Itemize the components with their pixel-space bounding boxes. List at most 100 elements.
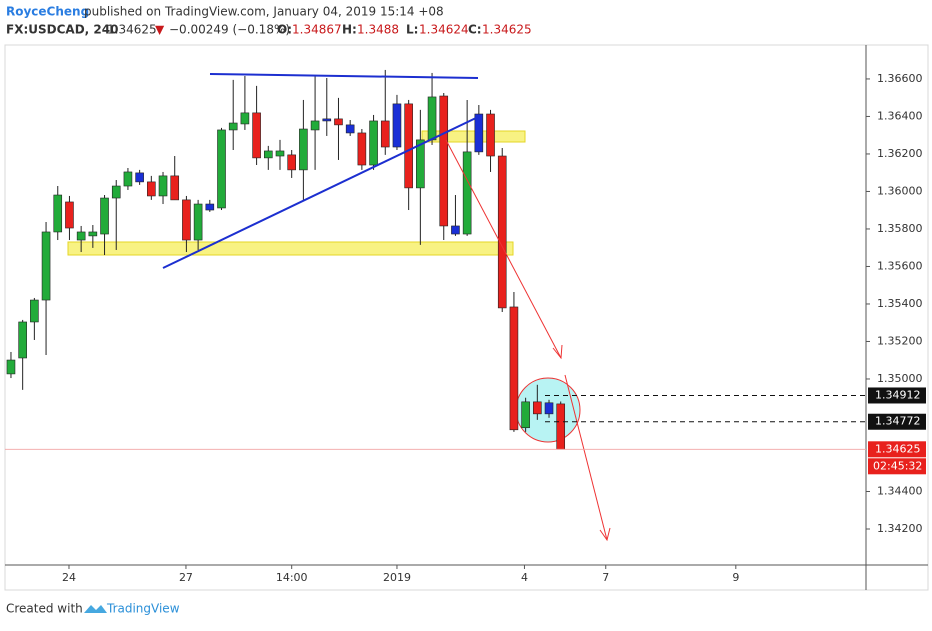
candle-body — [100, 197, 109, 235]
h-label: H: — [342, 23, 357, 37]
candle-body — [310, 120, 320, 131]
candle-body — [240, 112, 250, 125]
candle-body — [404, 103, 413, 189]
candle-body — [205, 203, 215, 211]
y-tick-label: 1.35200 — [877, 334, 923, 347]
candle-body — [228, 122, 238, 131]
candle-body — [439, 95, 449, 227]
candle-body — [193, 203, 203, 241]
change: −0.00249 (−0.18%) — [169, 23, 290, 37]
o-label: O: — [277, 23, 292, 37]
candles — [6, 69, 566, 450]
y-tick-label: 1.35800 — [877, 222, 923, 235]
published: published on TradingView.com, January 04… — [84, 5, 444, 19]
candle-body — [170, 175, 180, 201]
resistance-zone — [421, 130, 526, 143]
candle-body — [357, 132, 367, 166]
candle-body — [462, 151, 472, 235]
candle-body — [76, 231, 86, 241]
x-tick-label: 27 — [179, 571, 193, 584]
high-header: 1.3488 — [357, 23, 399, 37]
brand-logo — [84, 605, 107, 613]
candle-body — [135, 172, 144, 183]
candle-body — [123, 171, 133, 187]
x-tick-label: 24 — [62, 571, 76, 584]
candle-body — [158, 175, 168, 197]
y-tick-label: 1.36600 — [877, 72, 923, 85]
candle-body — [556, 403, 566, 450]
candle-body — [322, 118, 332, 122]
candle-body — [111, 185, 121, 199]
candle-body — [474, 113, 484, 153]
candle-body — [263, 150, 273, 159]
candle-body — [182, 199, 191, 241]
candle-body — [486, 113, 495, 157]
y-tick-label: 1.35600 — [877, 259, 923, 272]
candle-body — [287, 154, 296, 171]
support-zone — [67, 241, 514, 256]
y-tick-label: 1.36000 — [877, 184, 923, 197]
last-price-label: 1.34625 — [875, 442, 921, 455]
y-tick-label: 1.36200 — [877, 147, 923, 160]
level-label-box — [868, 413, 926, 430]
frame — [4, 44, 929, 591]
candle-body — [6, 359, 16, 375]
trend-line — [162, 116, 479, 269]
candle-body — [544, 402, 554, 415]
candle-body — [275, 150, 285, 157]
last-price-box — [868, 441, 926, 458]
y-tick-label: 1.35000 — [877, 372, 923, 385]
x-tick-label: 14:00 — [276, 571, 308, 584]
last-price-header: 1.34625 — [107, 23, 157, 37]
candle-body — [41, 231, 51, 301]
candle-body — [18, 321, 27, 359]
candle-body — [369, 120, 378, 166]
change-arrow: ▼ — [155, 23, 165, 37]
symbol: FX:USDCAD, 240 — [6, 23, 118, 37]
author[interactable]: RoyceCheng — [6, 5, 89, 19]
candle-body — [299, 128, 308, 171]
candle-body — [533, 401, 542, 415]
x-tick-label: 9 — [732, 571, 739, 584]
countdown-box — [868, 458, 926, 475]
candle-body — [65, 201, 74, 229]
candle-body — [497, 155, 507, 309]
countdown: 02:45:32 — [873, 459, 922, 472]
level-label: 1.34772 — [875, 415, 921, 428]
candle-body — [392, 103, 402, 148]
arrow — [445, 139, 562, 359]
y-tick-label: 1.36400 — [877, 109, 923, 122]
x-tick-label: 7 — [602, 571, 609, 584]
brand[interactable]: TradingView — [106, 602, 180, 616]
candle-body — [427, 96, 437, 141]
c-label: C: — [468, 23, 482, 37]
candle-body — [217, 129, 226, 209]
candle-body — [88, 231, 98, 237]
candle-body — [451, 225, 460, 235]
arrow-head — [552, 344, 563, 360]
drawings-over — [162, 73, 611, 542]
level-label-box — [868, 387, 926, 404]
candle-body — [53, 194, 63, 233]
candle-body — [147, 181, 156, 197]
arrow-head — [599, 527, 611, 542]
arrow — [564, 374, 608, 541]
candle-body — [509, 306, 519, 431]
x-tick-label: 4 — [521, 571, 528, 584]
candle-body — [30, 299, 39, 323]
footer: Created with — [6, 602, 83, 616]
level-label: 1.34912 — [875, 388, 921, 401]
y-tick-label: 1.34200 — [877, 522, 923, 535]
trend-line — [209, 73, 479, 79]
x-tick-label: 2019 — [383, 571, 411, 584]
low-header: 1.34624 — [419, 23, 469, 37]
candle-body — [521, 401, 530, 429]
l-label: L: — [406, 23, 418, 37]
candle-body — [345, 124, 355, 134]
candle-body — [380, 120, 390, 148]
candle-body — [416, 139, 425, 189]
close-header: 1.34625 — [482, 23, 532, 37]
y-tick-label: 1.34400 — [877, 484, 923, 497]
open-header: 1.34867 — [292, 23, 342, 37]
